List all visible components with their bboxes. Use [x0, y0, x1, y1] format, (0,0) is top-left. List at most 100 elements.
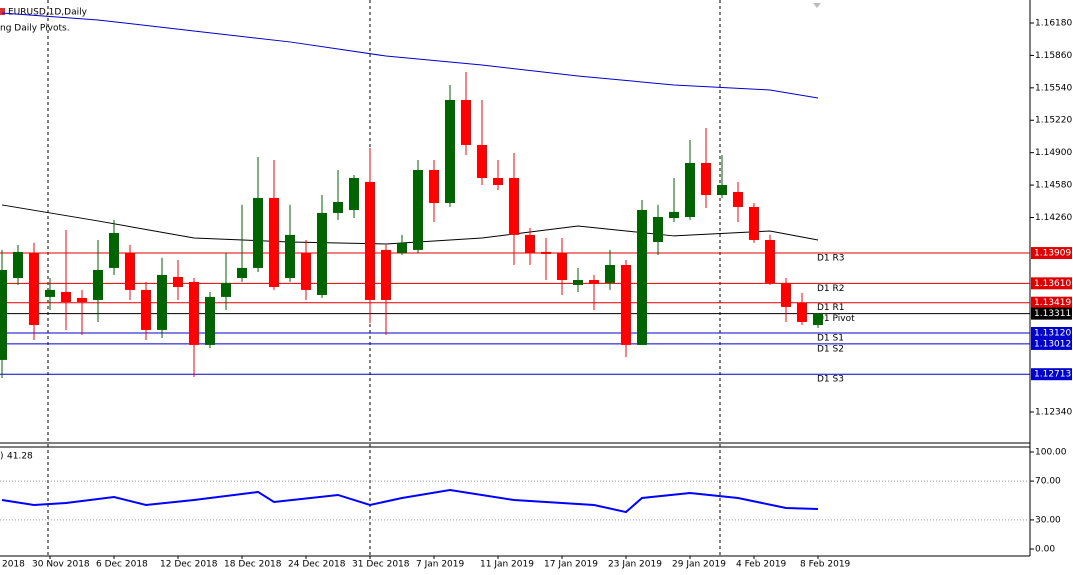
candle-body — [541, 251, 551, 254]
candle-body — [525, 234, 535, 253]
candle-body — [637, 210, 647, 345]
price-label: 1.13311 — [1034, 309, 1071, 319]
candle-body — [0, 269, 7, 360]
price-label: 1.13012 — [1034, 339, 1071, 349]
y-tick-label: 1.16180 — [1035, 18, 1072, 28]
candle-body — [285, 234, 295, 278]
candle-body — [205, 296, 215, 345]
x-tick-label: 23 Jan 2019 — [608, 560, 662, 570]
candle-body — [61, 291, 71, 302]
candle-body — [253, 197, 263, 268]
rsi-tick-label: 100.00 — [1035, 448, 1067, 458]
pivot-level-name: D1 R1 — [817, 303, 845, 313]
price-label-box — [1031, 337, 1072, 350]
candle-body — [589, 280, 599, 284]
candle-body — [397, 242, 407, 253]
y-tick-label: 1.14580 — [1035, 181, 1072, 191]
moving-average — [1, 204, 819, 245]
chart-subtitle: ng Daily Pivots. — [0, 24, 70, 34]
candle-body — [189, 281, 199, 345]
candle-body — [685, 162, 695, 217]
candle-body — [701, 162, 711, 196]
shift-marker — [813, 3, 821, 8]
x-tick-label: 29 Jan 2019 — [672, 560, 726, 570]
candle-body — [333, 201, 343, 213]
rsi-line — [1, 489, 819, 514]
x-tick-label: 7 Jan 2019 — [416, 560, 464, 570]
candle-body — [605, 265, 615, 283]
moving-average — [1, 12, 819, 99]
x-tick-label: 2018 — [2, 560, 25, 570]
candle-body — [557, 252, 567, 281]
y-tick-label: 1.15540 — [1035, 83, 1072, 93]
candle-body — [157, 274, 167, 330]
price-label: 1.12713 — [1034, 370, 1071, 380]
x-tick-label: 31 Dec 2018 — [352, 560, 410, 570]
x-tick-label: 17 Jan 2019 — [544, 560, 598, 570]
candle-body — [573, 280, 583, 285]
price-label-box — [1031, 307, 1072, 320]
rsi-title: ) — [0, 452, 4, 462]
candle-body — [381, 249, 391, 300]
rsi-tick-label: 30.00 — [1035, 515, 1061, 525]
pivot-level-name: D1 R2 — [817, 284, 845, 294]
candle-body — [509, 177, 519, 235]
candle-body — [781, 282, 791, 307]
candle-body — [301, 252, 311, 290]
candle-body — [493, 177, 503, 185]
pivot-level-name: D1 S1 — [817, 333, 844, 343]
candle-body — [93, 269, 103, 300]
candle-body — [477, 144, 487, 178]
candle-body — [109, 232, 119, 268]
candle-body — [413, 169, 423, 250]
pivot-level-name: D1 R3 — [817, 254, 845, 264]
price-label-box — [1031, 277, 1072, 290]
candle-body — [13, 251, 23, 278]
price-label: 1.13419 — [1034, 298, 1071, 308]
candle-body — [749, 206, 759, 240]
candle-body — [221, 282, 231, 297]
candle-body — [365, 181, 375, 300]
candle-body — [45, 289, 55, 297]
price-label-box — [1031, 296, 1072, 309]
candle-body — [237, 267, 247, 278]
y-tick-label: 1.14260 — [1035, 213, 1072, 223]
x-tick-label: 11 Jan 2019 — [480, 560, 534, 570]
x-tick-label: 4 Feb 2019 — [736, 560, 787, 570]
x-tick-label: 30 Nov 2018 — [32, 560, 90, 570]
rsi-tick-label: 0.00 — [1035, 545, 1055, 555]
candle-body — [173, 276, 183, 287]
y-tick-label: 1.12340 — [1035, 408, 1072, 418]
price-label: 1.13120 — [1034, 328, 1071, 338]
candle-body — [125, 252, 135, 290]
candle-body — [621, 265, 631, 345]
candle-body — [141, 289, 151, 330]
candle-body — [669, 211, 679, 219]
candle-body — [317, 212, 327, 295]
price-label-box — [1031, 247, 1072, 260]
candle-body — [77, 297, 87, 302]
price-label: 1.13909 — [1034, 249, 1071, 259]
x-tick-label: 6 Dec 2018 — [96, 560, 148, 570]
pivot-level-name: D1 S3 — [817, 375, 844, 385]
price-label: 1.13610 — [1034, 279, 1071, 289]
candle-body — [269, 197, 279, 287]
rsi-current-value: 41.28 — [7, 452, 33, 462]
candle-body — [429, 169, 439, 204]
x-tick-label: 12 Dec 2018 — [160, 560, 218, 570]
x-tick-label: 24 Dec 2018 — [288, 560, 346, 570]
x-tick-label: 18 Dec 2018 — [224, 560, 282, 570]
candle-body — [765, 239, 775, 283]
y-tick-label: 1.15220 — [1035, 116, 1072, 126]
candle-body — [797, 302, 807, 322]
candle-body — [717, 184, 727, 196]
candle-body — [445, 99, 455, 204]
candle-body — [349, 177, 359, 211]
candle-body — [29, 252, 39, 325]
rsi-tick-label: 70.00 — [1035, 477, 1061, 487]
candle-body — [461, 99, 471, 145]
chart-title: EURUSD,1D,Daily — [8, 8, 88, 18]
pivot-level-name: D1 S2 — [817, 344, 844, 354]
